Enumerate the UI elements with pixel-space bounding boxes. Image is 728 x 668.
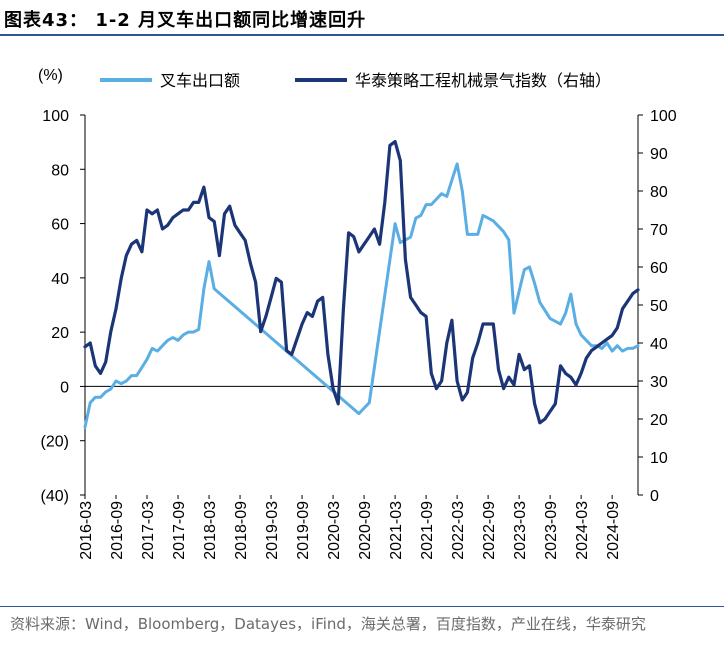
x-tick-label: 2023-09 <box>543 501 560 560</box>
x-tick-label: 2021-03 <box>388 501 405 560</box>
right-tick-label: 20 <box>650 412 668 429</box>
x-tick-label: 2017-09 <box>171 501 188 560</box>
axes: (40) (20) 0 20 40 60 80 100 (%) 0 10 20 30 40 50 60 70 80… <box>38 67 677 560</box>
left-tick-label: 100 <box>42 108 69 125</box>
x-tick-label: 2022-03 <box>450 501 467 560</box>
x-tick-label: 2020-03 <box>326 501 343 560</box>
x-tick-label: 2016-03 <box>78 501 95 560</box>
x-tick-label: 2017-03 <box>140 501 157 560</box>
x-tick-label: 2016-09 <box>109 501 126 560</box>
left-tick-label: 20 <box>51 325 69 342</box>
x-tick-label: 2022-09 <box>481 501 498 560</box>
source-rule <box>0 606 724 607</box>
x-tick-label: 2021-09 <box>419 501 436 560</box>
x-tick-label: 2024-09 <box>605 501 622 560</box>
source-note: 资料来源：Wind，Bloomberg，Datayes，iFind，海关总署，百… <box>10 615 646 633</box>
right-tick-label: 50 <box>650 298 668 315</box>
x-tick-label: 2024-03 <box>574 501 591 560</box>
figure-title: 图表43： 1-2 月叉车出口额同比增速回升 <box>4 10 367 31</box>
legend-label-2: 华泰策略工程机械景气指数（右轴） <box>355 71 611 90</box>
legend: 叉车出口额 华泰策略工程机械景气指数（右轴） <box>100 71 611 90</box>
x-tick-label: 2018-09 <box>233 501 250 560</box>
left-tick-label: (20) <box>41 434 69 451</box>
x-tick-label: 2023-03 <box>512 501 529 560</box>
series-line-1 <box>83 162 640 429</box>
x-tick-label: 2019-03 <box>264 501 281 560</box>
legend-label-1: 叉车出口额 <box>160 71 240 90</box>
right-tick-label: 0 <box>650 488 659 505</box>
right-tick-label: 10 <box>650 450 668 467</box>
x-tick-label: 2019-09 <box>295 501 312 560</box>
right-tick-label: 30 <box>650 374 668 391</box>
series-layer <box>83 139 640 429</box>
right-tick-label: 60 <box>650 260 668 277</box>
line-chart: 叉车出口额 华泰策略工程机械景气指数（右轴） (40) (20) 0 20 40 60 80 1… <box>38 67 677 560</box>
left-tick-label: 60 <box>51 217 69 234</box>
left-tick-label: (40) <box>41 488 69 505</box>
x-tick-label: 2020-09 <box>357 501 374 560</box>
title-rule <box>0 34 724 36</box>
right-tick-label: 100 <box>650 108 677 125</box>
series-line-2 <box>83 139 640 425</box>
left-tick-label: 0 <box>60 379 69 396</box>
left-axis-unit: (%) <box>38 67 63 84</box>
x-tick-label: 2018-03 <box>202 501 219 560</box>
right-tick-label: 80 <box>650 184 668 201</box>
right-tick-label: 90 <box>650 146 668 163</box>
left-tick-label: 40 <box>51 271 69 288</box>
left-tick-label: 80 <box>51 162 69 179</box>
right-tick-label: 40 <box>650 336 668 353</box>
right-tick-label: 70 <box>650 222 668 239</box>
